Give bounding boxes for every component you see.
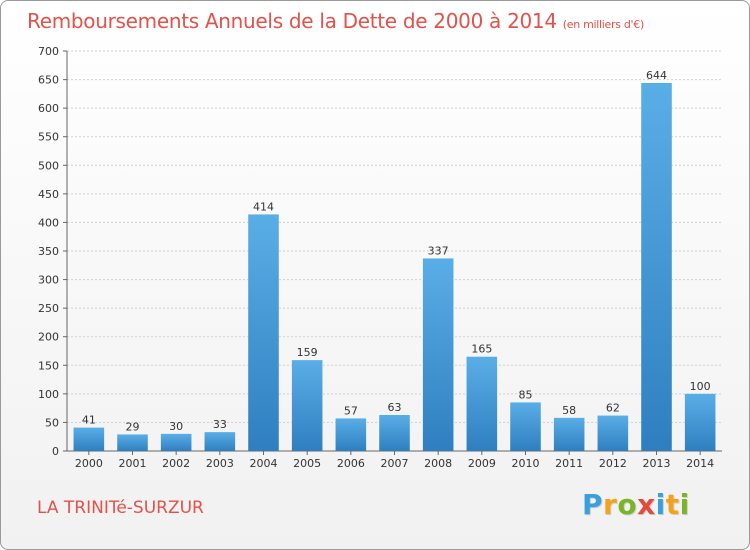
value-label: 29 xyxy=(126,420,140,433)
y-tick-label: 150 xyxy=(38,359,59,372)
x-tick-label: 2001 xyxy=(119,457,147,470)
bar xyxy=(641,83,672,451)
value-label: 57 xyxy=(344,404,358,417)
bar xyxy=(160,433,192,451)
x-tick-label: 2002 xyxy=(162,457,190,470)
x-tick-label: 2003 xyxy=(206,457,234,470)
x-tick-label: 2004 xyxy=(250,457,278,470)
logo-letter: P xyxy=(582,488,604,521)
x-tick-label: 2014 xyxy=(686,457,714,470)
title-unit: (en milliers d'€) xyxy=(562,18,644,31)
y-tick-label: 450 xyxy=(38,188,59,201)
value-label: 414 xyxy=(253,200,274,213)
bar xyxy=(422,258,454,451)
x-tick-label: 2011 xyxy=(555,457,583,470)
y-tick-label: 250 xyxy=(38,302,59,315)
y-tick-label: 350 xyxy=(38,245,59,258)
y-tick-label: 300 xyxy=(38,274,59,287)
x-tick-label: 2010 xyxy=(512,457,540,470)
x-tick-label: 2013 xyxy=(643,457,671,470)
value-label: 41 xyxy=(82,414,96,427)
value-labels: 41 29 30 33 414 159 57 63 337 165 85 58 62 644 100 xyxy=(82,69,711,433)
title-text: Remboursements Annuels de la Dette de 20… xyxy=(27,9,557,33)
value-label: 165 xyxy=(471,343,492,356)
bar xyxy=(510,402,541,451)
value-label: 58 xyxy=(562,404,576,417)
bar xyxy=(466,356,498,451)
logo-letter: o xyxy=(617,488,638,521)
logo-letter: x xyxy=(637,488,656,521)
value-label: 159 xyxy=(297,346,318,359)
bar xyxy=(248,214,279,451)
axes: 0 50 100 150 200 250 300 350 400 450 500 550 600 650 7… xyxy=(38,45,722,470)
value-label: 62 xyxy=(606,402,620,415)
bar xyxy=(335,418,367,451)
grid-lines xyxy=(67,50,722,452)
value-label: 63 xyxy=(388,401,402,414)
y-tick-label: 650 xyxy=(38,74,59,87)
y-tick-label: 100 xyxy=(38,388,59,401)
x-tick-label: 2000 xyxy=(75,457,103,470)
y-tick-label: 500 xyxy=(38,159,59,172)
logo-letter: i xyxy=(679,488,690,521)
value-label: 100 xyxy=(690,380,711,393)
bar xyxy=(73,427,105,451)
logo-letter: t xyxy=(665,488,680,521)
value-label: 337 xyxy=(428,244,449,257)
bars xyxy=(73,83,716,451)
x-tick-label: 2007 xyxy=(381,457,409,470)
bar xyxy=(553,417,585,451)
value-label: 644 xyxy=(646,69,667,82)
y-tick-label: 200 xyxy=(38,331,59,344)
x-tick-label: 2009 xyxy=(468,457,496,470)
x-tick-label: 2012 xyxy=(599,457,627,470)
chart-title: Remboursements Annuels de la Dette de 20… xyxy=(27,9,644,33)
y-tick-label: 0 xyxy=(52,445,59,458)
bar xyxy=(684,393,716,451)
commune-name: LA TRINITé-SURZUR xyxy=(37,498,204,518)
y-tick-label: 400 xyxy=(38,216,59,229)
logo-letter: i xyxy=(655,488,666,521)
value-label: 30 xyxy=(169,420,183,433)
value-label: 33 xyxy=(213,418,227,431)
x-tick-label: 2005 xyxy=(293,457,321,470)
value-label: 85 xyxy=(519,388,533,401)
proxiti-logo: Proxiti xyxy=(582,488,690,521)
y-tick-label: 700 xyxy=(38,45,59,58)
bar xyxy=(117,434,148,451)
bar xyxy=(379,415,410,451)
bar xyxy=(204,432,236,451)
x-tick-label: 2006 xyxy=(337,457,365,470)
logo-letter: r xyxy=(603,488,618,521)
y-tick-label: 600 xyxy=(38,102,59,115)
x-tick-label: 2008 xyxy=(424,457,452,470)
bar xyxy=(291,360,323,451)
y-tick-label: 550 xyxy=(38,131,59,144)
y-tick-label: 50 xyxy=(45,416,59,429)
bar xyxy=(597,415,629,451)
